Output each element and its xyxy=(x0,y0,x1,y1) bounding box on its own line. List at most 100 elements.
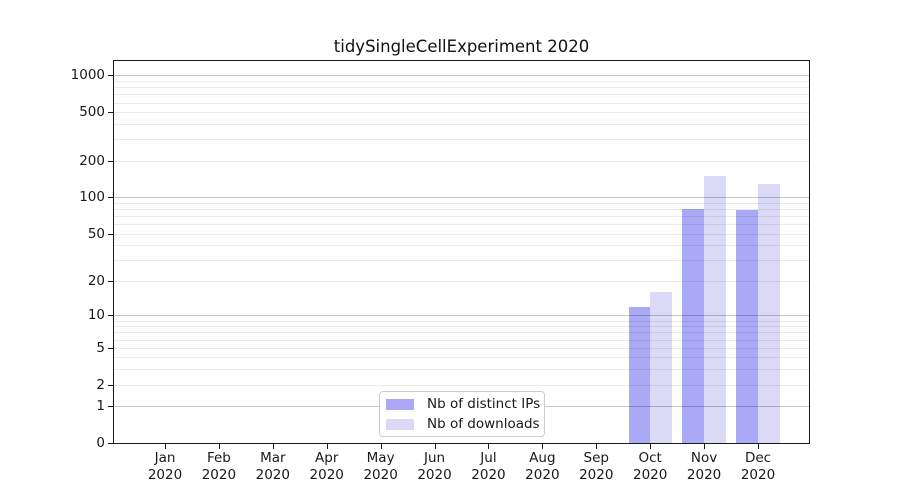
gridline-900 xyxy=(114,81,809,82)
y-tick-mark xyxy=(108,315,113,317)
x-tick-mark xyxy=(488,444,490,449)
chart-title: tidySingleCellExperiment 2020 xyxy=(333,37,590,56)
x-tick-mark xyxy=(596,444,598,449)
gridline-300 xyxy=(114,139,809,141)
y-tick-label: 5 xyxy=(96,339,105,356)
x-tick-month: Jun xyxy=(423,450,446,466)
legend-label-distinct-ips: Nb of distinct IPs xyxy=(427,396,541,412)
gridline-20 xyxy=(114,281,809,282)
y-tick-mark xyxy=(108,384,113,386)
y-tick-mark xyxy=(108,281,113,282)
x-tick-mark xyxy=(434,444,436,449)
legend: Nb of distinct IPs Nb of downloads xyxy=(379,391,545,437)
x-tick-year: 2020 xyxy=(363,467,398,483)
gridline-9 xyxy=(114,320,809,322)
y-tick-label: 1 xyxy=(96,398,105,415)
x-tick-month: Jul xyxy=(480,450,497,466)
y-tick-label: 10 xyxy=(87,307,105,324)
y-tick-label: 2 xyxy=(96,376,105,393)
gridline-60 xyxy=(114,224,809,226)
x-tick-mark xyxy=(380,444,382,449)
x-tick-year: 2020 xyxy=(632,467,668,483)
x-tick-month: Jan xyxy=(154,450,176,466)
gridline-100 xyxy=(114,197,809,199)
y-tick-mark xyxy=(108,197,113,199)
x-tick-month: Mar xyxy=(260,450,286,466)
gridline-80 xyxy=(114,209,809,211)
y-tick-mark xyxy=(108,347,113,349)
x-tick-mark xyxy=(165,444,166,449)
x-tick-label-feb: Feb 2020 xyxy=(184,450,254,484)
x-tick-label-jun: Jun 2020 xyxy=(400,450,470,484)
gridline-600 xyxy=(114,102,809,104)
gridline-2 xyxy=(114,384,809,386)
x-tick-month: May xyxy=(366,450,395,466)
gridline-5 xyxy=(114,347,809,349)
x-tick-label-jul: Jul 2020 xyxy=(453,450,523,484)
gridline-400 xyxy=(114,124,809,126)
bar-dec-distinct-ips xyxy=(736,209,758,443)
bar-nov-downloads xyxy=(704,176,726,443)
x-tick-month: Sep xyxy=(583,450,609,466)
bar-oct-distinct-ips xyxy=(628,306,651,443)
gridline-50 xyxy=(114,233,809,235)
x-tick-year: 2020 xyxy=(201,467,237,483)
gridline-800 xyxy=(114,87,809,89)
gridline-6 xyxy=(114,339,809,341)
y-tick-mark xyxy=(108,75,113,77)
x-tick-mark xyxy=(758,444,759,449)
gridline-30 xyxy=(114,260,809,262)
x-tick-month: Aug xyxy=(529,450,556,466)
x-tick-mark xyxy=(326,444,328,449)
x-tick-year: 2020 xyxy=(686,467,722,483)
gridline-7 xyxy=(114,332,809,334)
x-tick-month: Oct xyxy=(638,450,662,466)
x-tick-label-sep: Sep 2020 xyxy=(561,450,631,484)
x-tick-label-oct: Oct 2020 xyxy=(615,450,685,484)
gridline-200 xyxy=(114,160,809,162)
x-tick-label-apr: Apr 2020 xyxy=(292,450,362,484)
bar-dec-downloads xyxy=(758,183,780,443)
x-tick-mark xyxy=(704,444,706,449)
gridline-1000 xyxy=(114,75,809,77)
y-tick-label: 100 xyxy=(79,189,105,206)
legend-swatch-distinct-ips-icon xyxy=(386,398,414,410)
x-tick-year: 2020 xyxy=(309,467,344,483)
plot-area: Nb of distinct IPs Nb of downloads xyxy=(113,60,810,444)
x-tick-label-mar: Mar 2020 xyxy=(238,450,308,484)
x-tick-label-dec: Dec 2020 xyxy=(723,450,793,484)
x-tick-year: 2020 xyxy=(525,467,560,483)
gridline-500 xyxy=(114,112,809,114)
gridline-700 xyxy=(114,94,809,96)
y-tick-label: 50 xyxy=(87,225,105,242)
x-tick-mark xyxy=(218,444,220,449)
x-tick-month: Nov xyxy=(690,450,718,466)
y-tick-mark xyxy=(108,233,113,235)
y-tick-mark xyxy=(108,406,113,408)
y-tick-mark xyxy=(108,112,113,114)
gridline-4 xyxy=(114,357,809,359)
gridline-3 xyxy=(114,369,809,371)
x-tick-label-nov: Nov 2020 xyxy=(669,450,739,484)
x-tick-month: Apr xyxy=(315,450,339,466)
x-tick-mark xyxy=(542,444,544,449)
x-tick-month: Feb xyxy=(206,450,231,466)
x-tick-year: 2020 xyxy=(579,467,614,483)
gridline-8 xyxy=(114,326,809,328)
y-tick-label: 200 xyxy=(79,152,105,169)
x-tick-year: 2020 xyxy=(255,467,290,483)
bar-nov-distinct-ips xyxy=(682,209,705,443)
gridline-90 xyxy=(114,203,809,204)
x-tick-year: 2020 xyxy=(740,467,776,483)
legend-entry-downloads: Nb of downloads xyxy=(386,416,544,432)
x-tick-month: Dec xyxy=(744,450,772,466)
y-tick-label: 1000 xyxy=(70,67,105,84)
x-tick-year: 2020 xyxy=(471,467,506,483)
x-tick-year: 2020 xyxy=(417,467,452,483)
gridline-40 xyxy=(114,245,809,247)
x-tick-label-jan: Jan 2020 xyxy=(130,450,200,484)
legend-entry-distinct-ips: Nb of distinct IPs xyxy=(386,396,544,412)
legend-swatch-downloads-icon xyxy=(386,418,414,430)
x-tick-label-may: May 2020 xyxy=(346,450,416,484)
